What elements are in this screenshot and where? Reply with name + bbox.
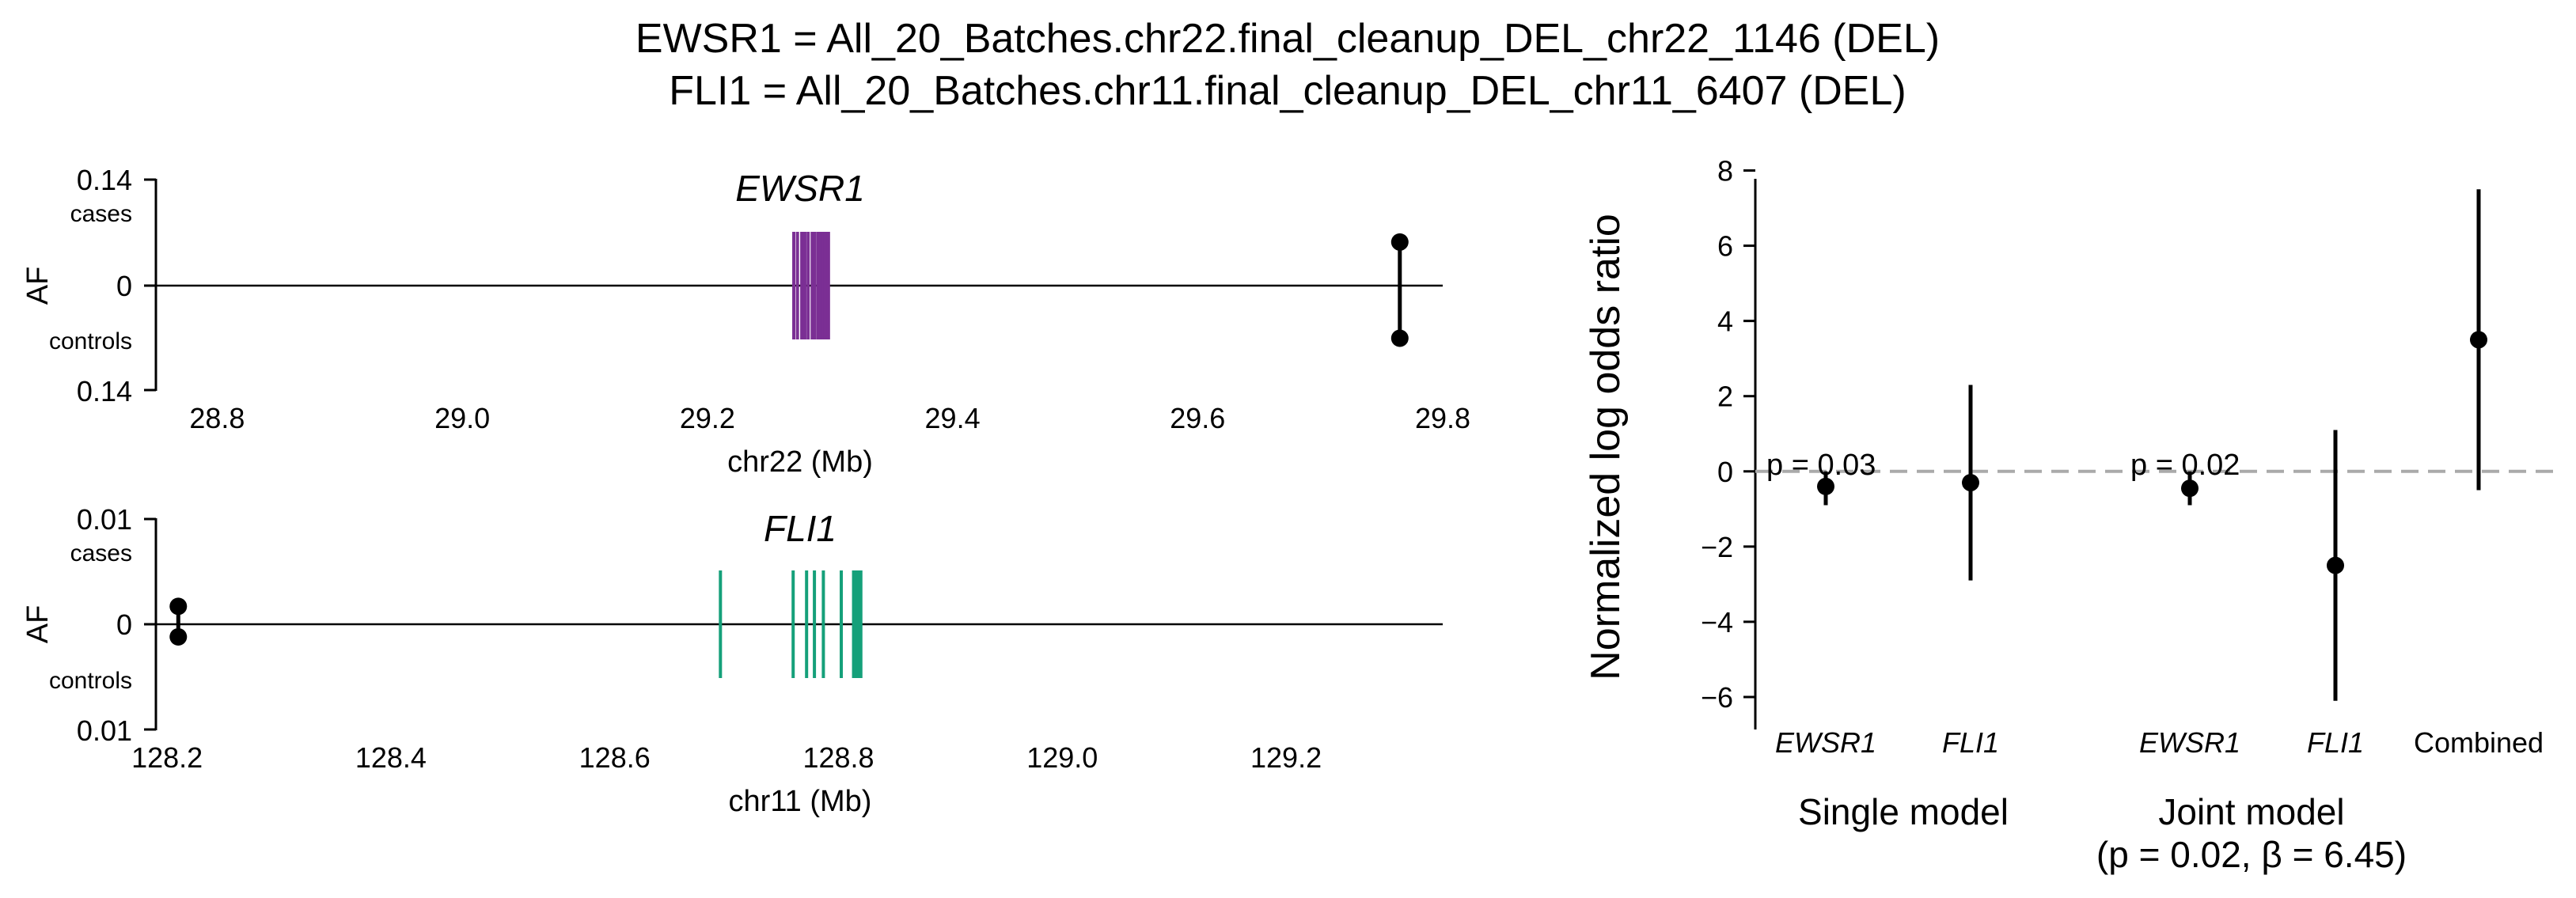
- or-y-tick-label-5: −2: [1701, 531, 1733, 563]
- or-point-3: [2327, 556, 2344, 574]
- or-point-2: [2181, 479, 2199, 498]
- ewsr1-x-axis-title: chr22 (Mb): [727, 445, 873, 479]
- fli1-y-sub-cases: cases: [70, 540, 132, 566]
- fli1-variant-cases-point: [169, 597, 188, 616]
- or-y-tick-label-3: 2: [1717, 381, 1733, 413]
- figure-title-line-2: FLI1 = All_20_Batches.chr11.final_cleanu…: [669, 68, 1906, 114]
- ewsr1-variant-cases-point: [1390, 233, 1409, 251]
- ewsr1-y-label-bottom: 0.14: [77, 375, 132, 407]
- fli1-x-axis-title: chr11 (Mb): [729, 785, 872, 818]
- or-group-joint-stats: (p = 0.02, β = 6.45): [2096, 834, 2407, 875]
- fli1-panel: FLI1 0.01 cases 0 controls 0.01 AF 128.2…: [21, 503, 1443, 818]
- ewsr1-panel: EWSR1 0.14 cases 0 controls 0.14 AF 28.8…: [21, 164, 1470, 479]
- odds-ratio-panel: 8 6 4 2 0 −2 −4 −6 Normalized log odds ratio p …: [1583, 155, 2556, 875]
- ewsr1-y-sub-cases: cases: [70, 201, 132, 227]
- or-y-tick-label-2: 4: [1717, 305, 1733, 338]
- or-x-tick-label-1: FLI1: [1942, 726, 1999, 759]
- or-x-tick-label-3: FLI1: [2307, 726, 2364, 759]
- ewsr1-x-ticks: 28.8 29.0 29.2 29.4 29.6 29.8: [189, 402, 1470, 434]
- or-point-1: [1962, 474, 1979, 492]
- ewsr1-exons: [792, 232, 830, 339]
- fli1-x-tick-label-5: 129.2: [1250, 741, 1322, 774]
- fli1-y-label-bottom: 0.01: [77, 714, 132, 747]
- or-x-tick-label-2: EWSR1: [2139, 726, 2240, 759]
- or-y-tick-label-6: −4: [1701, 606, 1733, 638]
- or-annotation-joint: p = 0.02: [2130, 449, 2240, 482]
- ewsr1-y-sub-controls: controls: [49, 328, 132, 354]
- or-y-axis-title: Normalized log odds ratio: [1583, 214, 1629, 680]
- ewsr1-x-tick-label-3: 29.4: [925, 402, 981, 434]
- ewsr1-x-tick-label-1: 29.0: [434, 402, 490, 434]
- fli1-x-tick-label-2: 128.6: [579, 741, 651, 774]
- or-annotation-single: p = 0.03: [1766, 449, 1876, 482]
- or-x-tick-labels: EWSR1 FLI1 EWSR1 FLI1 Combined: [1775, 726, 2544, 759]
- or-point-4: [2470, 331, 2487, 349]
- fli1-x-tick-label-0: 128.2: [131, 741, 203, 774]
- or-y-tick-label-1: 6: [1717, 230, 1733, 263]
- or-group-joint: Joint model: [2158, 791, 2344, 832]
- ewsr1-x-tick-label-4: 29.6: [1170, 402, 1225, 434]
- fli1-variant: [169, 597, 188, 646]
- fli1-gene-label: FLI1: [764, 508, 837, 549]
- fli1-variant-controls-point: [169, 627, 188, 646]
- fli1-y-label-top: 0.01: [77, 503, 132, 536]
- fli1-exons: [719, 570, 863, 678]
- ewsr1-y-label-zero: 0: [116, 270, 132, 302]
- fli1-y-axis-title: AF: [21, 605, 55, 644]
- ewsr1-x-tick-label-2: 29.2: [680, 402, 735, 434]
- or-points: [1817, 189, 2487, 701]
- or-y-ticks: 8 6 4 2 0 −2 −4 −6: [1701, 155, 1755, 714]
- ewsr1-y-axis-title: AF: [21, 267, 55, 305]
- fli1-x-tick-label-1: 128.4: [355, 741, 427, 774]
- fli1-x-tick-label-3: 128.8: [802, 741, 874, 774]
- ewsr1-variant-controls-point: [1390, 329, 1409, 347]
- ewsr1-x-tick-label-5: 29.8: [1415, 402, 1470, 434]
- or-x-tick-label-4: Combined: [2414, 726, 2544, 759]
- or-y-axis-title-text: Normalized log odds ratio: [1583, 214, 1629, 680]
- fli1-y-sub-controls: controls: [49, 668, 132, 694]
- or-y-tick-label-0: 8: [1717, 155, 1733, 188]
- ewsr1-x-tick-label-0: 28.8: [189, 402, 245, 434]
- fli1-x-tick-label-4: 129.0: [1026, 741, 1098, 774]
- ewsr1-y-label-top: 0.14: [77, 164, 132, 196]
- fli1-y-label-zero: 0: [116, 608, 132, 641]
- ewsr1-gene-label: EWSR1: [735, 168, 865, 209]
- figure-title-line-1: EWSR1 = All_20_Batches.chr22.final_clean…: [635, 16, 1940, 62]
- or-y-tick-label-4: 0: [1717, 456, 1733, 488]
- fli1-x-ticks: 128.2 128.4 128.6 128.8 129.0 129.2: [131, 741, 1322, 774]
- or-y-tick-label-7: −6: [1701, 681, 1733, 714]
- ewsr1-variant: [1390, 233, 1409, 347]
- or-group-single: Single model: [1798, 791, 2009, 832]
- or-x-tick-label-0: EWSR1: [1775, 726, 1876, 759]
- or-point-0: [1817, 477, 1834, 495]
